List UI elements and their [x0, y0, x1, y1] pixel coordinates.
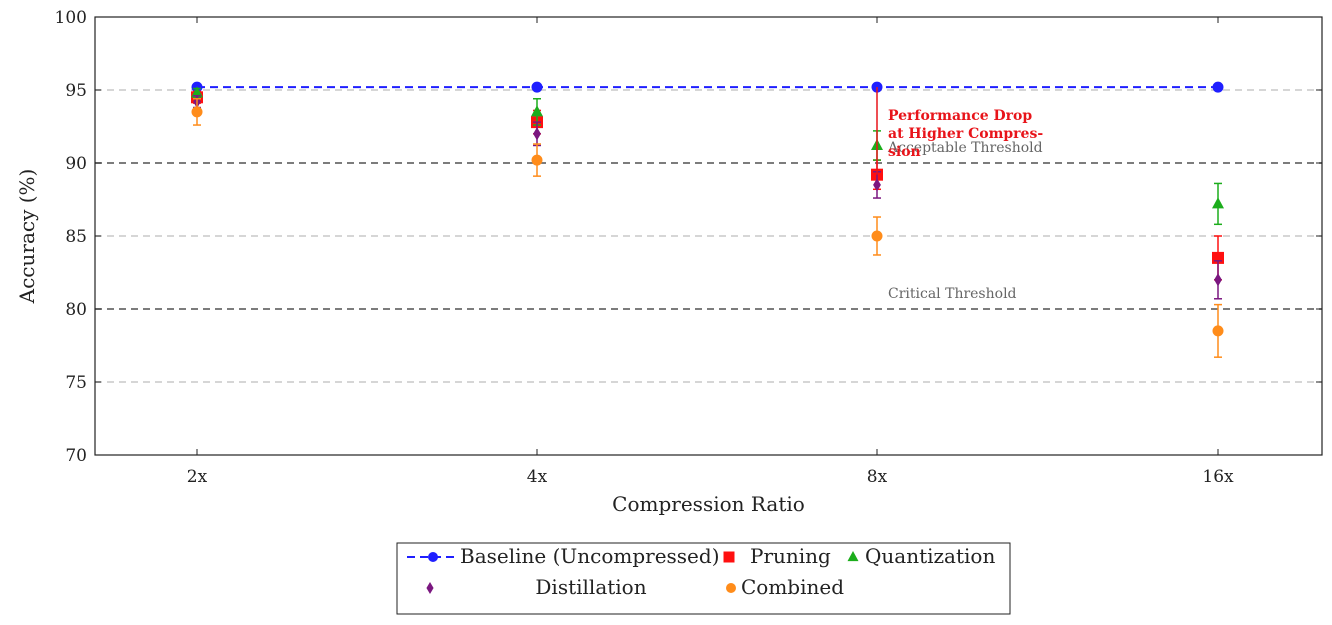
x-axis-label: Compression Ratio [612, 492, 805, 516]
annotation-text: Performance Drop [888, 108, 1032, 124]
legend-label: Pruning [750, 544, 831, 568]
data-point [531, 105, 543, 117]
data-point [191, 86, 203, 98]
data-point [531, 154, 543, 166]
legend-label: Baseline (Uncompressed) [460, 544, 720, 568]
data-point [191, 106, 203, 118]
legend-item-distillation: Distillation [426, 575, 647, 599]
data-point [1214, 273, 1222, 287]
annotation-text: at Higher Compres- [888, 126, 1043, 142]
threshold-label: Acceptable Threshold [887, 140, 1043, 156]
y-tick-label: 95 [65, 81, 87, 101]
legend-box [396, 542, 1011, 615]
legend: Baseline (Uncompressed) Pruning Quantizati… [396, 542, 1011, 615]
y-tick-label: 75 [65, 373, 87, 393]
legend-marker [426, 581, 434, 595]
x-tick-label: 4x [527, 467, 548, 487]
y-tick-label: 90 [65, 154, 87, 174]
legend-item-baseline: Baseline (Uncompressed) [407, 544, 720, 568]
legend-item-combined: Combined [726, 575, 844, 599]
legend-label: Combined [741, 575, 844, 599]
legend-marker [428, 552, 438, 562]
data-point [1212, 197, 1224, 209]
y-tick-label: 80 [65, 300, 87, 320]
grid [95, 89, 1322, 383]
x-tick-label: 16x [1202, 467, 1234, 487]
legend-label: Distillation [535, 575, 646, 599]
x-tick-label: 8x [867, 467, 888, 487]
y-axis-label: Accuracy (%) [15, 169, 39, 305]
series-quantization [191, 86, 1224, 226]
annotation: Performance Drop at Higher Compres-sion [876, 87, 1043, 175]
threshold-lines: Acceptable Threshold Critical Threshold [95, 140, 1322, 310]
y-tick-label: 85 [65, 227, 87, 247]
annotation-text: sion [888, 144, 921, 160]
legend-label: Quantization [865, 544, 995, 568]
series-baseline [191, 81, 1224, 93]
legend-marker [723, 551, 735, 563]
series-distillation [193, 95, 1222, 300]
data-point [1212, 325, 1224, 337]
x-tick-label: 2x [187, 467, 208, 487]
data-point [871, 230, 883, 242]
y-axis: 70 75 80 85 90 95 100 [55, 8, 1322, 466]
series-pruning [191, 90, 1224, 281]
legend-item-pruning: Pruning [723, 544, 831, 568]
legend-marker [847, 550, 859, 562]
legend-marker [726, 583, 736, 593]
threshold-label: Critical Threshold [888, 286, 1017, 302]
x-axis: 2x 4x 8x 16x [187, 17, 1234, 487]
legend-item-quantization: Quantization [847, 544, 995, 568]
data-point [533, 127, 541, 141]
series [191, 81, 1224, 358]
y-tick-label: 100 [55, 8, 87, 28]
data-point [873, 178, 881, 192]
data-point [531, 81, 543, 93]
data-point [1212, 81, 1224, 93]
series-combined [191, 98, 1224, 358]
y-tick-label: 70 [65, 446, 87, 466]
